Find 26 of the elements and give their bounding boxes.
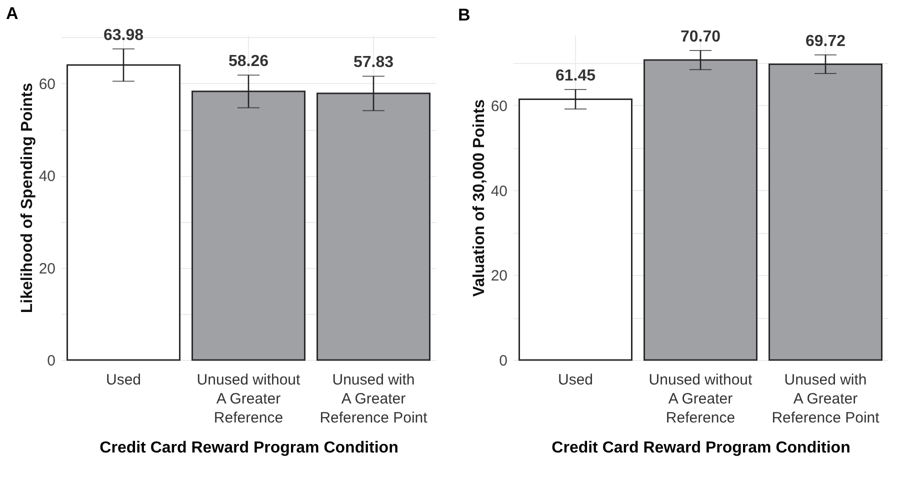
y-axis-title: Valuation of 30,000 Points bbox=[470, 99, 488, 297]
x-axis-title: Credit Card Reward Program Condition bbox=[100, 440, 398, 456]
y-tick-label: 60 bbox=[38, 76, 56, 93]
x-tick-label: Unused without A Greater Reference bbox=[196, 372, 302, 426]
data-label: 70.70 bbox=[680, 28, 721, 46]
y-tick-label: 20 bbox=[38, 260, 56, 278]
data-label: 63.98 bbox=[103, 26, 144, 44]
chart-title: B bbox=[458, 5, 470, 24]
y-tick-label: 0 bbox=[47, 352, 56, 370]
data-label: 58.26 bbox=[228, 53, 269, 70]
x-axis-title: Credit Card Reward Program Condition bbox=[552, 440, 850, 456]
y-tick-label: 20 bbox=[490, 268, 508, 285]
data-label: 57.83 bbox=[353, 54, 394, 72]
x-tick-label: Unused with A Greater Reference Point bbox=[772, 372, 880, 426]
y-tick-label: 40 bbox=[490, 182, 508, 200]
data-label: 61.45 bbox=[555, 68, 596, 85]
y-tick-label: 60 bbox=[490, 98, 508, 115]
y-tick-label: 0 bbox=[499, 352, 508, 370]
x-tick-label: Unused with A Greater Reference Point bbox=[320, 372, 428, 426]
y-axis-title: Likelihood of Spending Points bbox=[18, 82, 36, 314]
data-label: 69.72 bbox=[805, 32, 846, 50]
x-tick-label: Used bbox=[106, 372, 142, 388]
chart-title: A bbox=[6, 4, 18, 23]
x-tick-label: Unused without A Greater Reference bbox=[648, 372, 754, 426]
y-tick-label: 40 bbox=[38, 168, 56, 186]
x-tick-label: Used bbox=[558, 372, 594, 388]
